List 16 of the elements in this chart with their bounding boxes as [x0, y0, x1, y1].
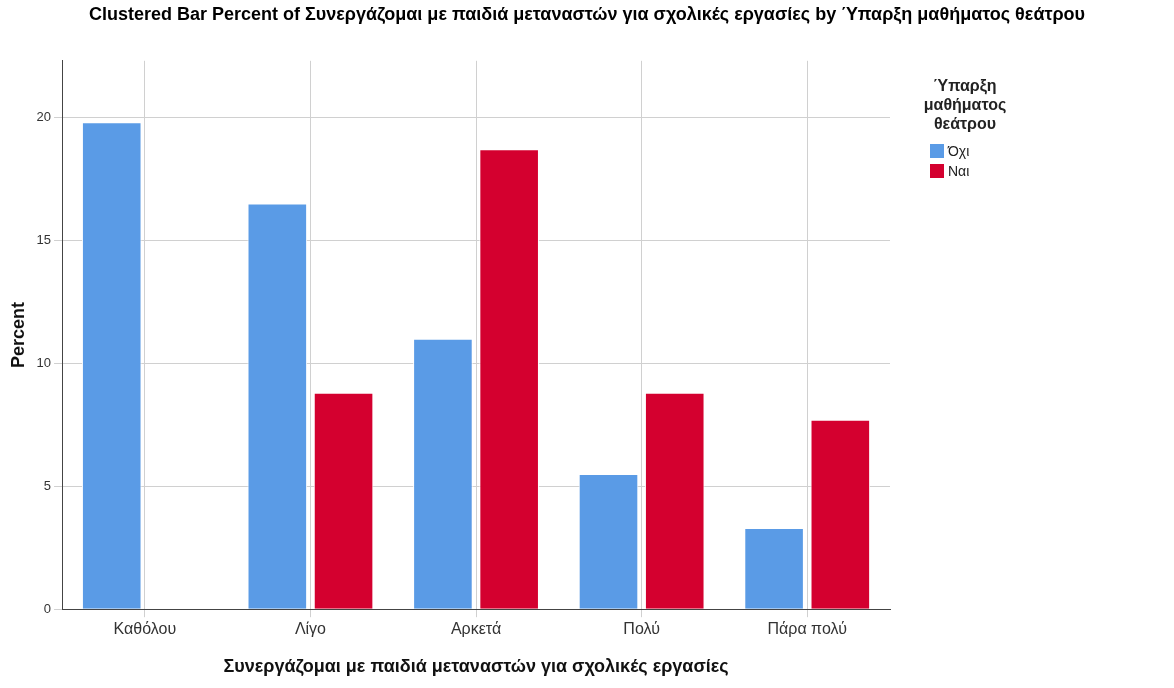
y-axis-title: Percent	[7, 301, 28, 369]
x-tick-label: Αρκετά	[450, 620, 502, 638]
y-tick-label: 5	[43, 477, 52, 493]
y-tick-label: 10	[36, 354, 52, 370]
legend-title: Ύπαρξη μαθήματος θεάτρου	[922, 76, 1008, 133]
x-tick-label: Πάρα πολύ	[767, 620, 847, 638]
y-tick-label: 0	[43, 600, 52, 616]
y-tick-label: 15	[36, 231, 52, 247]
legend-label: Όχι	[948, 143, 970, 159]
legend-label: Ναι	[948, 163, 970, 179]
x-tick-label: Πολύ	[623, 620, 660, 638]
x-axis-title: Συνεργάζομαι με παιδιά μεταναστών για σχολικές εργασίες	[223, 656, 729, 678]
y-tick-label: 20	[36, 108, 52, 124]
x-tick-label: Καθόλου	[113, 620, 177, 638]
chart-title: Clustered Bar Percent of Συνεργάζομαι με παιδιά μεταναστών για σχολικές εργασίες by Ύπαρξη μαθήματος θεάτρου	[88, 4, 1086, 25]
x-tick-label: Λίγο	[294, 620, 327, 638]
